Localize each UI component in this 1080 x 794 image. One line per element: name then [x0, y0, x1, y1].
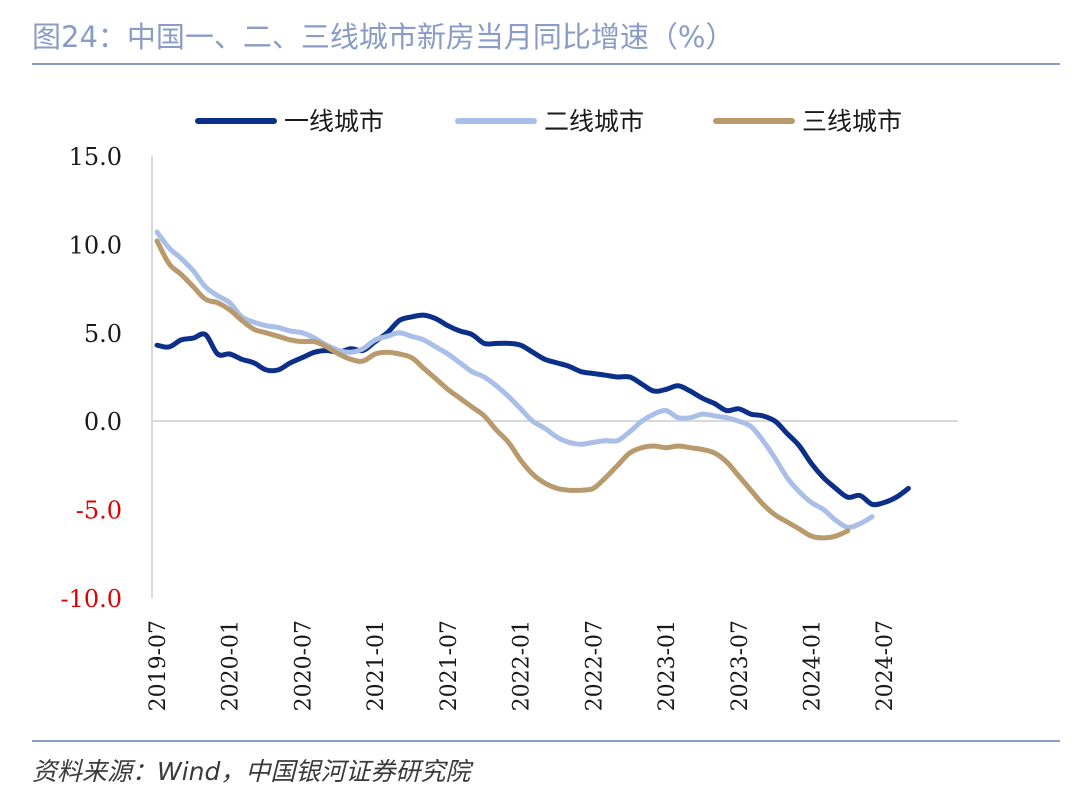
y-ticks: 15.0 10.0 5.0 0.0 -5.0 -10.0: [60, 143, 122, 613]
x-tick-label: 2020-01: [219, 620, 244, 711]
chart-area: 一线城市 二线城市 三线城市 15.0 10.0 5.0 0.0 -5.0 -10.0 201…: [60, 107, 958, 711]
legend-label: 二线城市: [544, 107, 644, 136]
x-tick-label: 2023-07: [728, 620, 753, 711]
series-line-1: [154, 312, 911, 508]
x-tick-label: 2023-01: [655, 620, 680, 711]
source-note: 资料来源：Wind，中国银河证券研究院: [32, 757, 471, 786]
y-tick-label: 5.0: [84, 320, 122, 348]
y-tick-label: 0.0: [84, 408, 122, 436]
x-tick-label: 2019-07: [146, 620, 171, 711]
y-tick-label: -5.0: [76, 497, 122, 525]
x-tick-label: 2021-07: [437, 620, 462, 711]
y-tick-label: -10.0: [60, 585, 122, 613]
x-tick-label: 2024-01: [800, 620, 825, 711]
x-tick-label: 2021-01: [364, 620, 389, 711]
y-tick-label: 10.0: [69, 231, 122, 259]
x-tick-label: 2022-07: [582, 620, 607, 711]
x-tick-label: 2024-07: [873, 620, 898, 711]
legend: 一线城市 二线城市 三线城市: [195, 107, 902, 136]
y-tick-label: 15.0: [69, 143, 122, 171]
legend-label: 三线城市: [802, 107, 902, 136]
x-ticks: 2019-07 2020-01 2020-07 2021-01 2021-07 2022-…: [146, 620, 898, 711]
legend-label: 一线城市: [284, 107, 384, 136]
series-group: [154, 229, 911, 541]
series-line-3: [154, 238, 851, 541]
top-divider: [32, 63, 1060, 65]
x-tick-label: 2022-01: [510, 620, 535, 711]
x-tick-label: 2020-07: [291, 620, 316, 711]
bottom-divider: [32, 740, 1060, 742]
series-line-2: [154, 229, 875, 530]
chart-title: 图24：中国一、二、三线城市新房当月同比增速（%）: [32, 20, 735, 54]
